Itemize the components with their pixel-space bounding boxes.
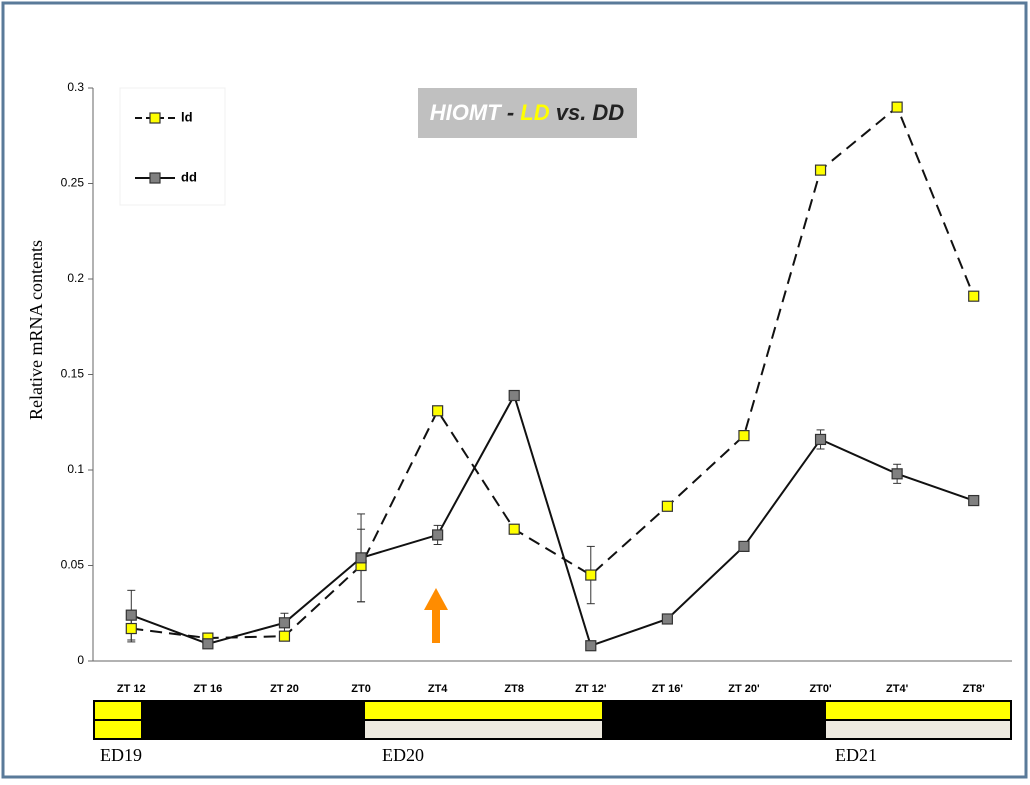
point — [968, 290, 980, 302]
light-schedule — [93, 700, 1012, 740]
light-period — [365, 702, 602, 719]
x-tick-label: ZT 20' — [728, 683, 760, 695]
point — [585, 640, 597, 652]
point — [891, 468, 903, 480]
title-part: vs. DD — [556, 100, 625, 125]
x-tick-label: ZT8' — [963, 683, 986, 695]
point — [661, 613, 673, 625]
y-axis-label: Relative mRNA contents — [26, 240, 46, 420]
point — [125, 622, 137, 635]
subjective-day — [365, 721, 602, 738]
point — [814, 164, 827, 176]
x-tick-label: ZT 12' — [575, 683, 607, 695]
y-tick-label: 0.1 — [67, 462, 84, 476]
title-part: HIOMT — [430, 100, 502, 125]
x-tick-label: ZT0 — [351, 683, 371, 695]
day-label: ED21 — [835, 745, 877, 765]
point — [508, 389, 520, 402]
point — [355, 552, 367, 564]
title-box — [418, 88, 637, 138]
legend-label: dd — [181, 169, 197, 184]
y-tick-label: 0.15 — [61, 367, 85, 381]
x-tick-label: ZT8 — [504, 683, 524, 695]
point — [508, 523, 520, 535]
y-tick-label: 0.2 — [67, 271, 84, 285]
point — [891, 101, 903, 113]
x-tick-label: ZT4 — [428, 683, 448, 695]
light-period — [95, 702, 141, 719]
point — [202, 638, 214, 650]
y-tick-label: 0.05 — [61, 558, 85, 572]
point — [738, 430, 750, 442]
y-tick-label: 0.3 — [67, 80, 84, 94]
point — [125, 609, 137, 621]
subjective-day — [826, 721, 1010, 738]
point — [585, 569, 597, 581]
y-tick-label: 0.25 — [61, 176, 85, 190]
series-line — [131, 105, 975, 640]
legend-marker — [149, 172, 161, 184]
point — [814, 433, 827, 446]
x-tick-label: ZT 20 — [270, 683, 299, 695]
point — [278, 630, 291, 642]
point — [278, 617, 291, 629]
x-tick-label: ZT0' — [809, 683, 832, 695]
legend-marker — [149, 112, 161, 124]
legend-label: ld — [181, 109, 193, 124]
y-tick-label: 0 — [77, 653, 84, 667]
title-part: - — [507, 100, 514, 125]
point — [432, 405, 444, 417]
point — [661, 500, 673, 512]
day-label: ED19 — [100, 745, 142, 765]
point — [432, 529, 444, 541]
series-line — [130, 392, 975, 648]
point — [738, 540, 750, 553]
light-period — [826, 702, 1010, 719]
x-tick-label: ZT4' — [886, 683, 909, 695]
x-tick-label: ZT 16 — [194, 683, 223, 695]
point — [968, 494, 980, 507]
light-period — [95, 721, 141, 738]
legend-box — [119, 87, 226, 206]
day-label: ED20 — [382, 745, 424, 765]
arrow — [424, 588, 448, 643]
title-part: LD — [520, 100, 549, 125]
x-tick-label: ZT 16' — [652, 683, 684, 695]
x-tick-label: ZT 12 — [117, 683, 146, 695]
chart-title: HIOMT - LD vs. DD — [430, 100, 625, 125]
